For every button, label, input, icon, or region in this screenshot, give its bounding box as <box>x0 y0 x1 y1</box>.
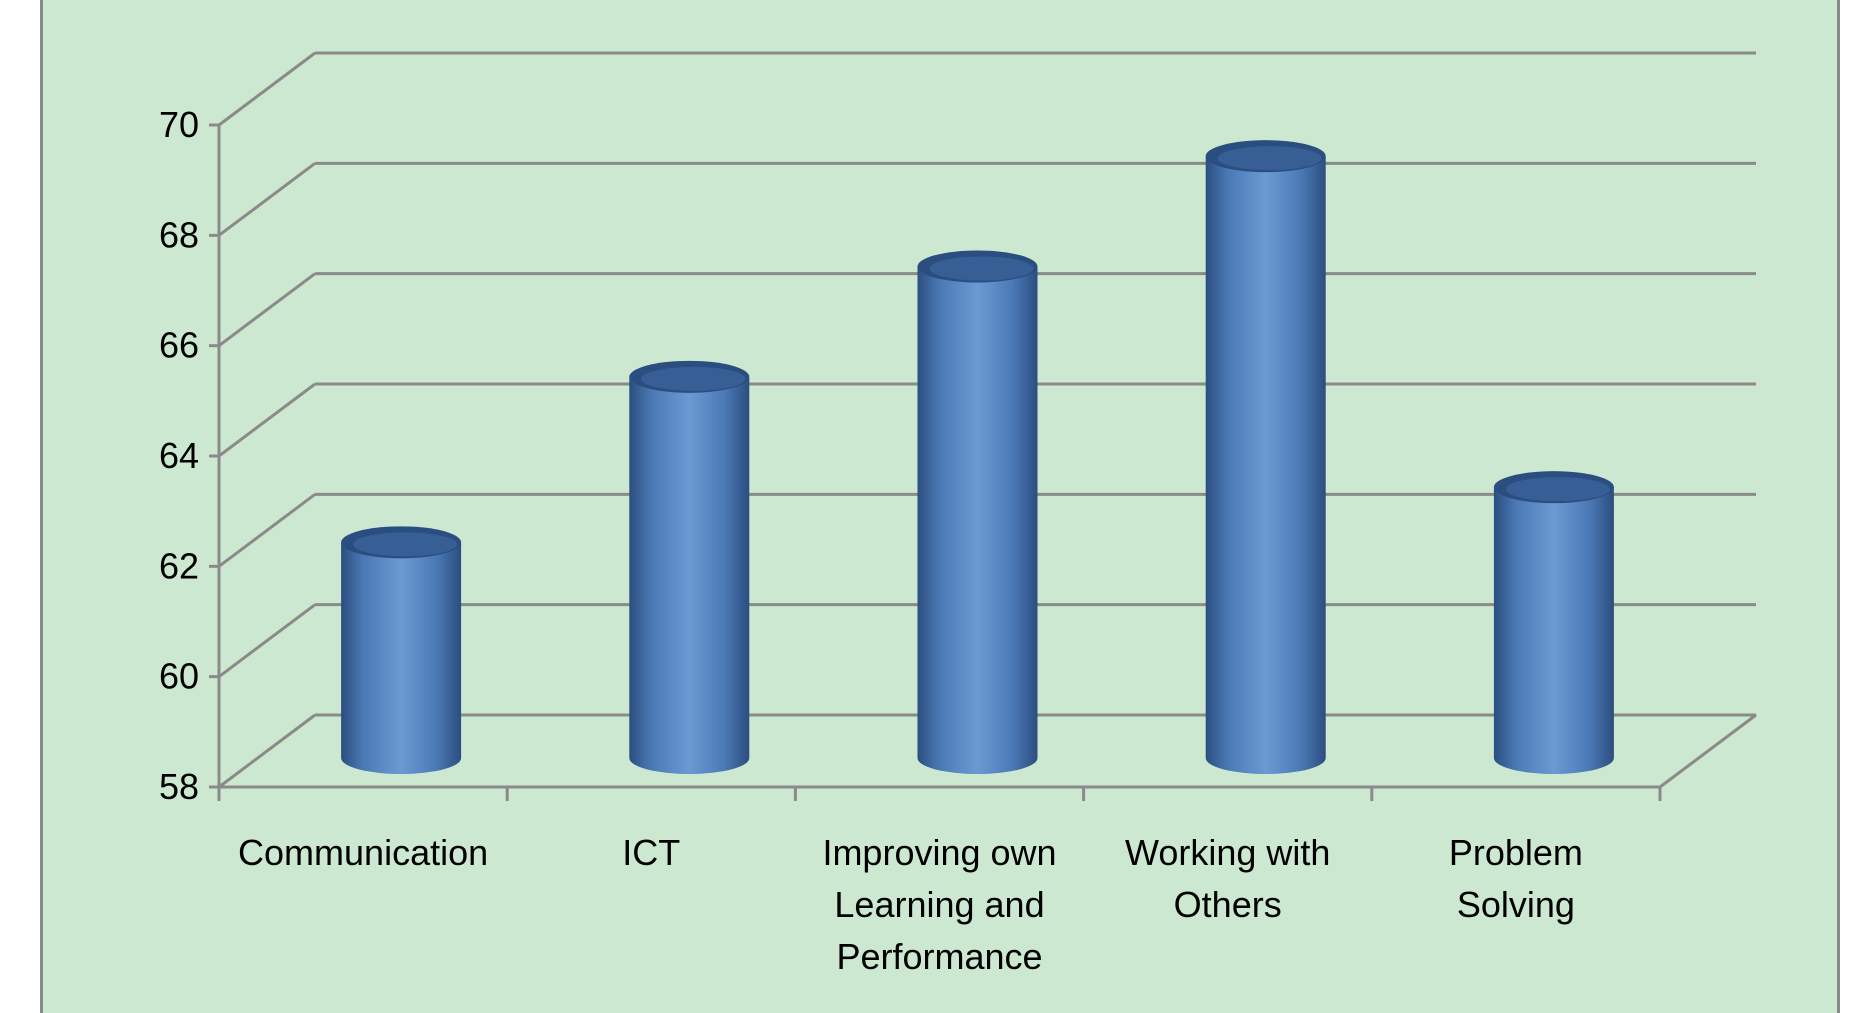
x-category-label: Communication <box>238 832 488 873</box>
x-category-label: ICT <box>622 832 680 873</box>
gridline-side <box>218 493 316 568</box>
x-category-label: Problem Solving <box>1449 832 1583 925</box>
x-category-label-line: ICT <box>622 832 680 873</box>
bar-top-highlight <box>1505 477 1610 502</box>
gridline-side <box>218 162 316 237</box>
y-tick-label: 58 <box>159 766 199 807</box>
bar <box>917 250 1038 774</box>
x-category-label: Working with Others <box>1125 832 1330 925</box>
chart-area: 58 60 62 64 66 68 70 Communication ICT Improving… <box>40 0 1840 1013</box>
x-category-label-line: Improving own <box>822 832 1056 873</box>
bar-body <box>341 542 462 774</box>
bar-top-highlight <box>1217 146 1322 171</box>
axes <box>209 123 1757 801</box>
y-tick-label: 64 <box>159 435 199 476</box>
bar <box>1205 140 1326 774</box>
bar-body <box>1205 156 1326 774</box>
bar <box>341 526 462 774</box>
gridline-side <box>218 272 316 347</box>
bar-body <box>917 266 1038 774</box>
x-category-label-line: Communication <box>238 832 488 873</box>
x-axis-category-labels: Communication ICT Improving own Learning an… <box>238 832 1583 977</box>
bar-top-highlight <box>353 532 458 557</box>
floor-right-edge <box>1659 713 1757 789</box>
y-tick-label: 60 <box>159 656 199 697</box>
gridline-side <box>218 382 316 458</box>
bar-body <box>1493 487 1614 774</box>
bar-body <box>629 376 750 774</box>
x-category-label-line: Others <box>1174 884 1282 925</box>
x-category-label: Improving own Learning and Performance <box>822 832 1056 977</box>
x-category-label-line: Solving <box>1457 884 1575 925</box>
x-category-label-line: Performance <box>836 936 1042 977</box>
bar-top-highlight <box>929 256 1034 281</box>
bar-chart: 58 60 62 64 66 68 70 Communication ICT Improving… <box>159 51 1757 977</box>
y-tick-label: 68 <box>159 214 199 255</box>
bar <box>629 360 750 774</box>
y-tick-label: 66 <box>159 325 199 366</box>
gridline-side <box>218 713 316 789</box>
y-tick-label: 62 <box>159 545 199 586</box>
bars <box>341 140 1614 774</box>
gridline-side <box>218 51 316 127</box>
gridline-side <box>218 603 316 678</box>
x-category-label-line: Problem <box>1449 832 1583 873</box>
bar-top-highlight <box>641 366 746 391</box>
x-category-label-line: Learning and <box>834 884 1044 925</box>
y-axis-tick-labels: 58 60 62 64 66 68 70 <box>159 104 199 807</box>
x-category-label-line: Working with <box>1125 832 1330 873</box>
y-tick-label: 70 <box>159 104 199 145</box>
bar <box>1493 471 1614 774</box>
